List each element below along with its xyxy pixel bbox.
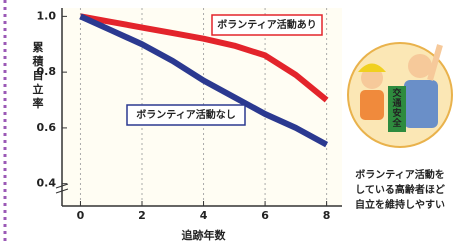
annotation: 自立を維持しやすい [355, 198, 445, 211]
annotation: ボランティア活動を [355, 168, 444, 181]
y-tick-label: 0.4 [37, 177, 57, 190]
x-axis-label: 追跡年数 [182, 228, 227, 242]
x-tick-label: 6 [261, 209, 269, 222]
sign-text: 交通安全 [391, 87, 402, 129]
chart: 024681.00.80.60.4 交通安全 累積自立率追跡年数ボランティア活動… [0, 0, 467, 243]
legend-label: ボランティア活動なし [136, 108, 235, 121]
y-tick-label: 1.0 [37, 9, 57, 22]
annotation: している高齢者ほど [355, 183, 445, 196]
x-tick-label: 2 [138, 209, 146, 222]
y-axis-label: 累積自立率 [32, 41, 45, 110]
x-tick-label: 0 [77, 209, 85, 222]
y-tick-label: 0.6 [37, 121, 57, 134]
x-tick-label: 4 [200, 209, 208, 222]
x-tick-label: 8 [323, 209, 331, 222]
legend-label: ボランティア活動あり [217, 18, 316, 31]
